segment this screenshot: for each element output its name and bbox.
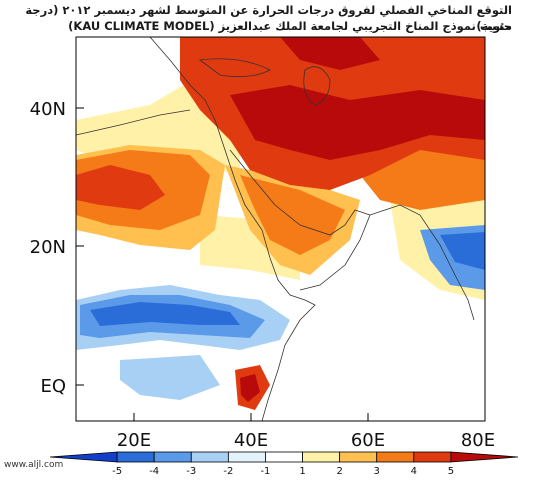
colorbar-swatch <box>153 451 192 463</box>
anomaly-region <box>76 165 165 210</box>
lat-label-40n: 40N <box>30 99 66 120</box>
colorbar-tick-label: 2 <box>336 466 342 477</box>
coastline <box>76 109 191 136</box>
anomaly-region <box>280 37 380 70</box>
colorbar-tick-label: 3 <box>374 466 380 477</box>
lat-label-20n: 20N <box>30 237 66 258</box>
colorbar-tick-label: 1 <box>299 466 305 477</box>
colorbar-tick-label: 5 <box>448 466 454 477</box>
watermark-text: www.aljl.com <box>4 460 64 470</box>
coastline <box>229 149 371 291</box>
lon-label-40e: 40E <box>234 430 268 451</box>
anomaly-region <box>240 374 260 402</box>
latitude-ticks: 40N 20N EQ <box>30 99 84 397</box>
coastline <box>369 204 475 321</box>
map-subtitle: حسب نموذج المناخ التجريبي لجامعة الملك ع… <box>68 19 512 33</box>
colorbar-swatch <box>265 451 303 463</box>
colorbar-swatch <box>190 451 229 463</box>
colorbar-tick-label: -1 <box>260 466 270 477</box>
coastline <box>149 37 316 421</box>
lon-label-80e: 80E <box>461 430 495 451</box>
black-sea-outline <box>198 58 271 78</box>
colorbar-tick-label: -5 <box>112 466 122 477</box>
colorbar-tick-label: -2 <box>223 466 233 477</box>
caspian-sea-outline <box>303 66 331 106</box>
colorbar-swatch <box>413 451 452 463</box>
colorbar-swatch <box>302 451 341 463</box>
colorbar-tick-label: 4 <box>411 466 417 477</box>
colorbar-swatch <box>116 451 155 463</box>
map-frame <box>75 36 486 422</box>
longitude-ticks: 20E 40E 60E 80E <box>117 413 495 451</box>
anomaly-region <box>440 232 485 270</box>
anomaly-region <box>230 85 485 160</box>
colorbar-tick-label: -3 <box>186 466 196 477</box>
anomaly-region <box>120 355 220 400</box>
lon-label-60e: 60E <box>351 430 385 451</box>
colorbar-swatch <box>450 451 519 463</box>
map-title: التوقع المناخي الفصلي لفروق درجات الحرار… <box>25 3 512 33</box>
colorbar-tick-label: -4 <box>149 466 159 477</box>
lat-label-eq: EQ <box>40 376 66 397</box>
colorbar-legend: -5 -4 -3 -2 -1 1 2 3 4 5 <box>49 451 519 477</box>
anomaly-region <box>90 302 240 326</box>
colorbar-swatch <box>339 451 378 463</box>
colorbar-swatch <box>227 451 266 463</box>
anomaly-field <box>76 37 485 421</box>
colorbar-swatch <box>376 451 415 463</box>
lon-label-20e: 20E <box>117 430 151 451</box>
